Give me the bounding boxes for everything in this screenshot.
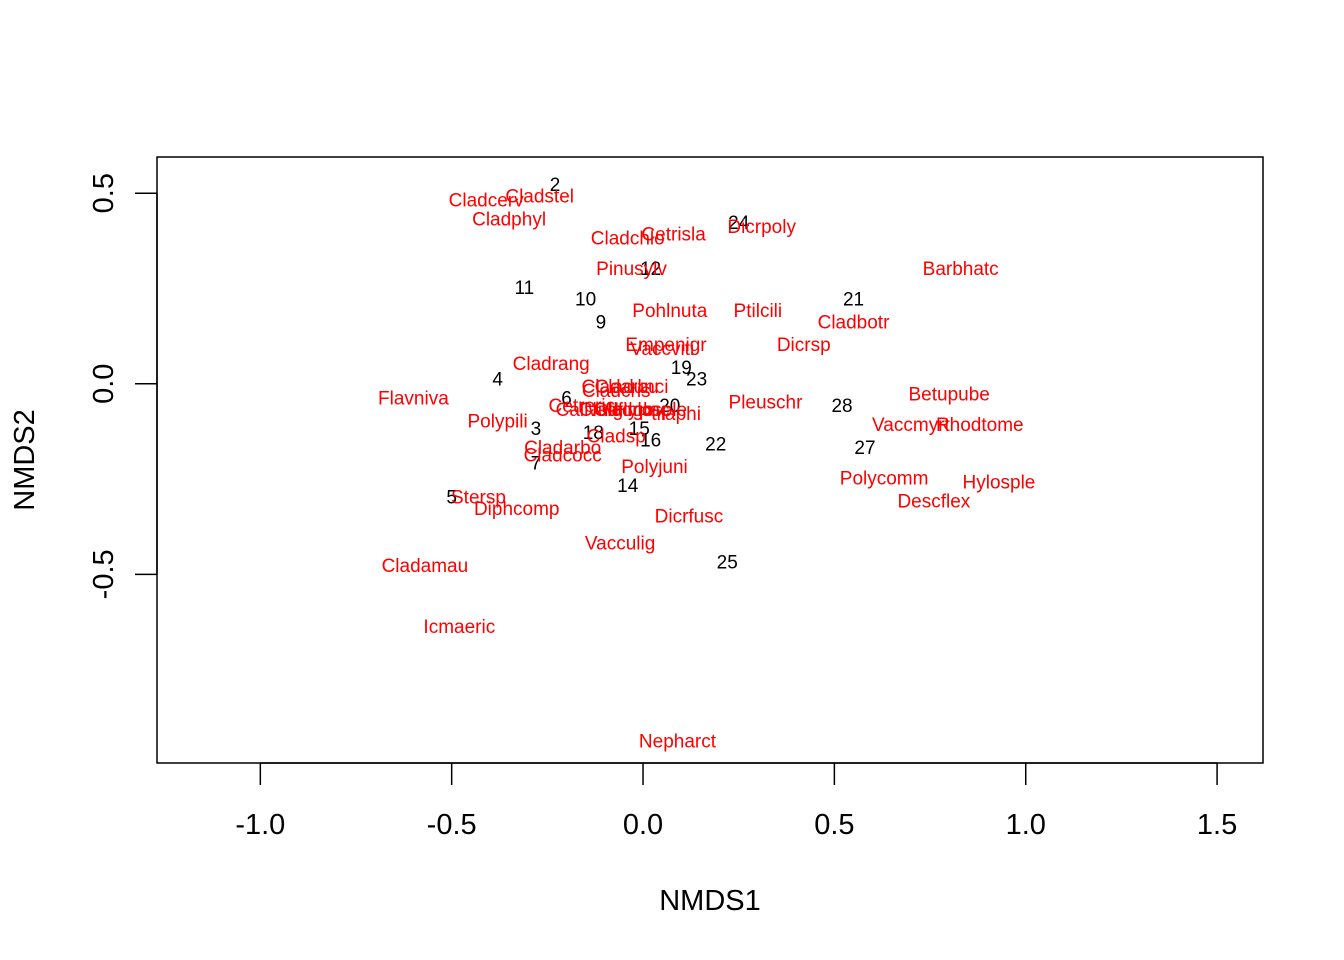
site-label: 14: [617, 476, 639, 497]
species-label: Cladfimb: [579, 400, 654, 421]
site-label: 2: [550, 175, 561, 196]
x-tick-label: -1.0: [235, 809, 285, 841]
y-tick-label: 0.5: [88, 173, 120, 213]
species-label: Vaccmyrt: [872, 415, 950, 436]
species-label: Cladbotr: [818, 312, 890, 333]
x-tick-label: 1.5: [1197, 809, 1237, 841]
species-label: Polycomm: [840, 469, 929, 490]
site-label: 20: [659, 396, 680, 417]
species-label: Hylosple: [963, 472, 1036, 493]
x-tick-label: 0.5: [814, 809, 854, 841]
species-label: Descflex: [897, 491, 970, 512]
species-label: Cladgrac: [594, 400, 670, 421]
species-label: Vaccviti: [630, 339, 694, 360]
species-label: Cladcris: [582, 381, 651, 402]
site-label: 19: [671, 358, 692, 379]
species-label: Dicrsp: [777, 335, 831, 356]
site-label: 25: [717, 552, 738, 573]
species-label: Betupube: [909, 385, 990, 406]
x-tick-label: 1.0: [1006, 809, 1046, 841]
species-label: Cetreric: [549, 396, 616, 417]
species-label: Dicrpoly: [727, 217, 796, 238]
species-label: Rhodtome: [936, 415, 1024, 436]
x-tick-label: -0.5: [427, 809, 477, 841]
site-label: 6: [561, 389, 572, 410]
species-label: Pohlnuta: [632, 301, 707, 322]
site-label: 22: [705, 434, 726, 455]
species-label: Diphcomp: [474, 499, 560, 520]
species-label: Cladphyl: [472, 209, 546, 230]
site-label: 27: [854, 438, 875, 459]
species-label: Cladarbu: [582, 377, 659, 398]
species-label: Polypili: [468, 411, 528, 432]
site-label: 21: [843, 289, 864, 310]
species-label: Flavniva: [378, 389, 449, 410]
y-tick-label: 0.0: [88, 364, 120, 404]
plot-frame: [156, 156, 1264, 764]
y-axis-title: NMDS2: [9, 409, 41, 511]
species-label: Hylosple: [614, 400, 687, 421]
site-label: 5: [446, 488, 457, 509]
site-label: 4: [492, 369, 503, 390]
species-label: Cladunci: [595, 377, 669, 398]
species-label: Nepharct: [639, 732, 717, 753]
species-label: Icmaeric: [423, 617, 495, 638]
x-tick-label: 0.0: [623, 809, 663, 841]
site-label: 28: [831, 396, 852, 417]
species-label: Pleuschr: [729, 392, 804, 413]
species-label: Cladsp: [587, 427, 646, 448]
species-label: Stersp: [451, 488, 506, 509]
y-tick-label: -0.5: [88, 549, 120, 599]
site-label: 12: [640, 259, 661, 280]
species-label: Cladchlo: [591, 228, 665, 249]
species-label: Cladamau: [382, 556, 469, 577]
species-label: Cetrisla: [641, 225, 706, 246]
site-label: 11: [515, 278, 535, 299]
species-label: Cladarbo: [524, 438, 601, 459]
site-label: 10: [575, 289, 596, 310]
species-label: Pinusylv: [596, 259, 667, 280]
species-label: Polyjuni: [621, 457, 688, 478]
site-label: 9: [596, 312, 607, 333]
species-label: Ptilaphi: [639, 404, 701, 425]
species-label: Callvulg: [556, 400, 624, 421]
site-label: 3: [531, 419, 542, 440]
site-label: 7: [531, 453, 542, 474]
species-label: Dicrfusc: [655, 507, 724, 528]
site-label: 16: [640, 430, 661, 451]
y-axis: -0.5 0.0 0.5: [88, 173, 158, 599]
species-label: Cladrang: [513, 354, 590, 375]
species-label: Cladcocc: [524, 446, 602, 467]
site-label: 24: [728, 213, 750, 234]
species-label: Vacculig: [585, 533, 655, 554]
species-label: Empenigr: [625, 335, 707, 356]
species-label: Ptilcili: [734, 301, 783, 322]
site-label: 15: [629, 419, 650, 440]
site-label: 23: [686, 369, 707, 390]
species-label: Cladcerv: [449, 190, 524, 211]
site-label: 18: [583, 423, 604, 444]
x-axis: -1.0 -0.5 0.0 0.5 1.0 1.5: [235, 762, 1237, 841]
species-label: Barbhatc: [923, 259, 999, 280]
x-axis-title: NMDS1: [659, 885, 761, 917]
species-label: Cladstel: [505, 187, 574, 208]
